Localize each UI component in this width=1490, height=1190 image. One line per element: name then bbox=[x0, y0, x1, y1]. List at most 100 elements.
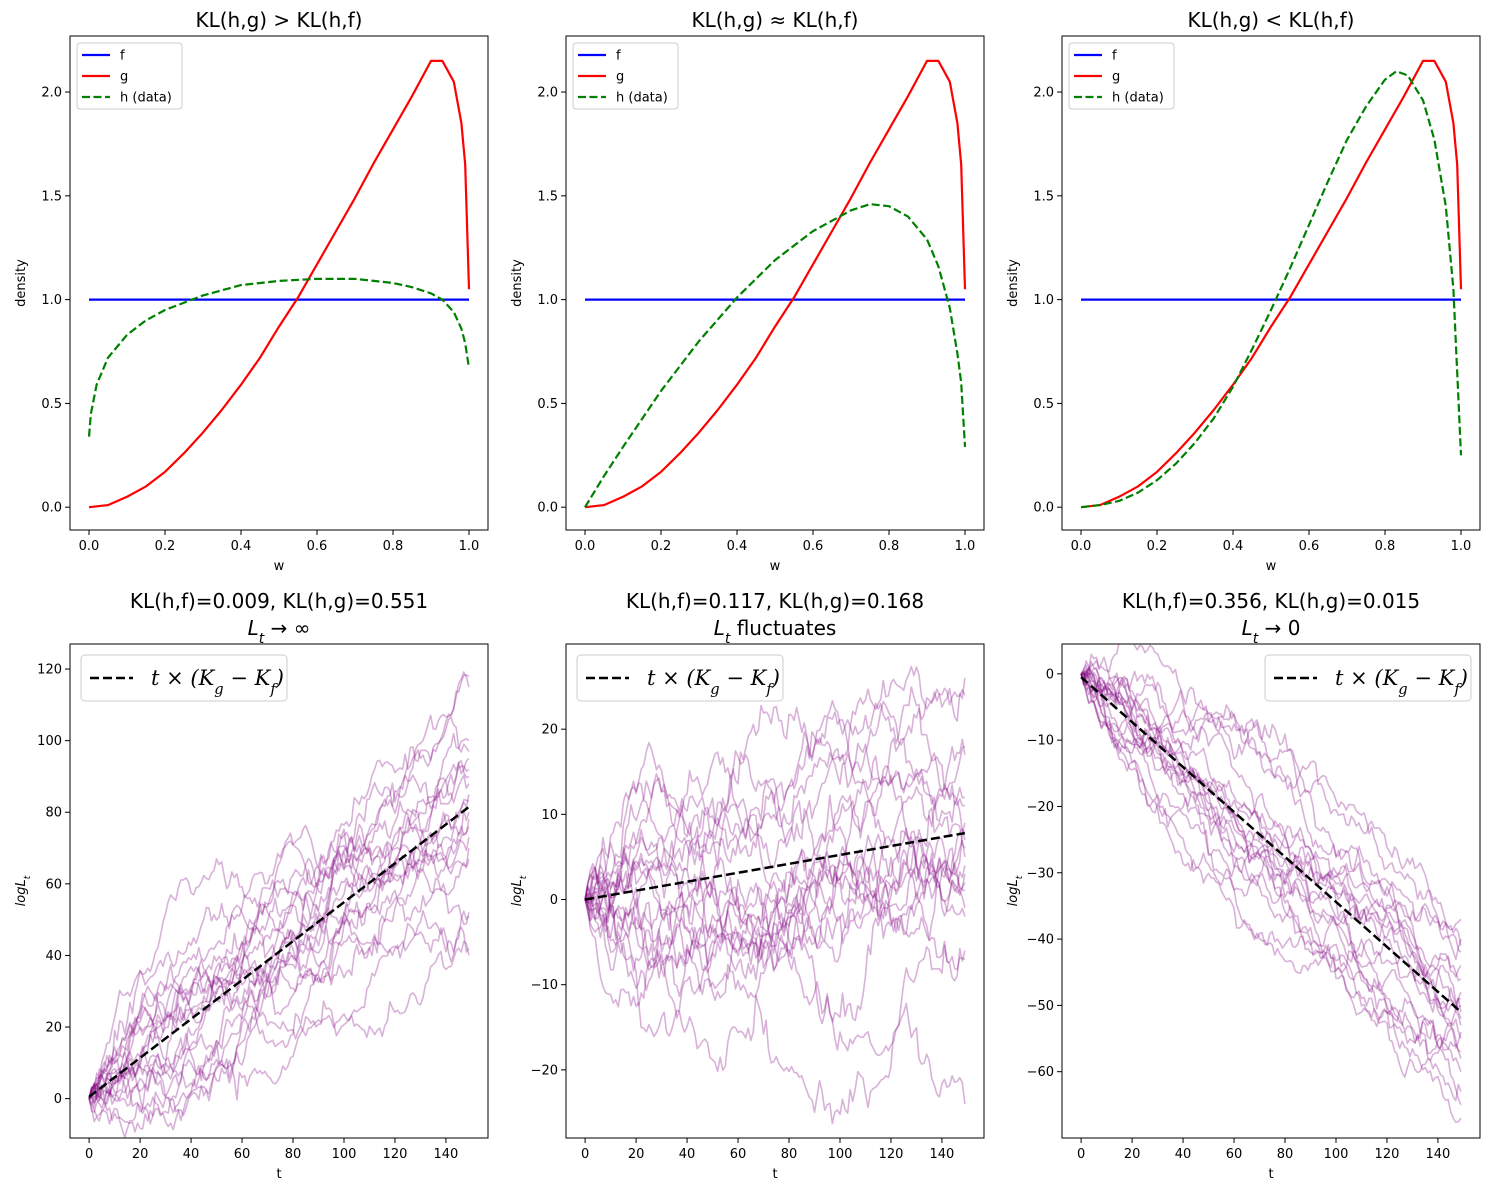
y-tick-label: 2.0 bbox=[537, 86, 558, 101]
y-tick-label: 0 bbox=[1046, 667, 1054, 682]
likelihood-path bbox=[584, 897, 966, 1073]
axes-frame bbox=[565, 643, 985, 1139]
likelihood-path bbox=[88, 809, 470, 1099]
x-tick-label: 80 bbox=[1277, 1147, 1294, 1162]
x-tick-label: 0.2 bbox=[1147, 539, 1168, 554]
x-tick-label: 120 bbox=[383, 1147, 408, 1162]
likelihood-path bbox=[1080, 667, 1462, 1008]
legend-label: t × (Kg − Kf) bbox=[647, 666, 780, 698]
legend: t × (Kg − Kf) bbox=[80, 654, 288, 702]
x-tick-label: 60 bbox=[234, 1147, 251, 1162]
y-axis-label: density bbox=[510, 259, 525, 307]
subplot-4: KL(h,f)=0.009, KL(h,g)=0.551 Lt → ∞ 0 20 40 6… bbox=[14, 589, 489, 1182]
likelihood-path bbox=[1080, 660, 1462, 1078]
subplot-subtitle: Lt → 0 bbox=[1242, 616, 1301, 647]
likelihood-path bbox=[1081, 673, 1461, 1028]
y-tick-label: 0.0 bbox=[41, 501, 62, 516]
likelihood-path bbox=[584, 855, 966, 972]
y-tick-label: 0.5 bbox=[1033, 397, 1054, 412]
legend-label: g bbox=[120, 70, 128, 85]
x-axis-label: w bbox=[770, 559, 781, 574]
y-tick-label: 100 bbox=[37, 734, 62, 749]
likelihood-path bbox=[584, 665, 966, 904]
likelihood-path bbox=[584, 745, 966, 979]
plot-area bbox=[87, 59, 471, 509]
likelihood-path bbox=[88, 826, 470, 1133]
series-line-hdata bbox=[87, 277, 471, 437]
trend-line bbox=[1080, 676, 1462, 1013]
subplot-subtitle: Lt fluctuates bbox=[714, 616, 837, 647]
y-tick-label: 0 bbox=[550, 893, 558, 908]
likelihood-path bbox=[584, 730, 966, 915]
subplot-title: KL(h,f)=0.117, KL(h,g)=0.168 bbox=[626, 589, 924, 613]
legend-label: f bbox=[120, 49, 125, 64]
x-tick-label: 20 bbox=[1124, 1147, 1141, 1162]
series-line-g bbox=[1080, 59, 1463, 509]
likelihood-path bbox=[1081, 672, 1462, 1072]
y-tick-label: 10 bbox=[541, 808, 558, 823]
likelihood-path bbox=[88, 858, 470, 1104]
likelihood-path bbox=[1080, 653, 1462, 1049]
legend-label: h (data) bbox=[120, 91, 172, 106]
legend: fg h (data) bbox=[572, 42, 679, 110]
y-tick-label: 1.0 bbox=[41, 293, 62, 308]
trend-line bbox=[88, 805, 470, 1098]
likelihood-path bbox=[88, 760, 470, 1101]
likelihood-path bbox=[584, 808, 966, 943]
likelihood-path bbox=[88, 716, 470, 1099]
y-tick-label: 80 bbox=[45, 806, 62, 821]
x-tick-label: 60 bbox=[730, 1147, 747, 1162]
y-tick-label: −20 bbox=[1027, 800, 1054, 815]
y-tick-label: −20 bbox=[531, 1063, 558, 1078]
axes-frame bbox=[1061, 643, 1481, 1139]
legend-frame bbox=[76, 42, 183, 110]
likelihood-path bbox=[1080, 644, 1462, 953]
x-tick-label: 100 bbox=[332, 1147, 357, 1162]
subplot-5: KL(h,f)=0.117, KL(h,g)=0.168 Lt fluctuate… bbox=[510, 589, 985, 1182]
y-axis-label: logLt bbox=[510, 875, 529, 906]
x-tick-label: 120 bbox=[879, 1147, 904, 1162]
legend-label: g bbox=[1112, 70, 1120, 85]
x-axis-label: w bbox=[1266, 559, 1277, 574]
y-tick-label: 1.5 bbox=[1033, 189, 1054, 204]
legend-label: f bbox=[616, 49, 621, 64]
y-tick-label: 1.0 bbox=[537, 293, 558, 308]
y-tick-label: 2.0 bbox=[41, 86, 62, 101]
axes-frame bbox=[1061, 35, 1481, 531]
likelihood-path bbox=[1080, 673, 1462, 1039]
y-tick-label: 40 bbox=[45, 949, 62, 964]
likelihood-path bbox=[584, 794, 966, 910]
likelihood-path bbox=[89, 819, 470, 1108]
series-line-hdata bbox=[1080, 70, 1463, 509]
y-tick-label: −30 bbox=[1027, 866, 1054, 881]
y-tick-label: 1.5 bbox=[41, 189, 62, 204]
y-tick-label: 20 bbox=[541, 723, 558, 738]
x-axis-label: w bbox=[274, 559, 285, 574]
x-tick-label: 0.0 bbox=[575, 539, 596, 554]
y-tick-label: −10 bbox=[531, 978, 558, 993]
likelihood-path bbox=[584, 830, 966, 992]
series-line-hdata bbox=[584, 203, 967, 508]
legend-frame bbox=[572, 42, 679, 110]
x-tick-label: 100 bbox=[828, 1147, 853, 1162]
y-tick-label: 0 bbox=[54, 1092, 62, 1107]
x-tick-label: 60 bbox=[1226, 1147, 1243, 1162]
likelihood-path bbox=[1080, 673, 1462, 1018]
subplot-3: KL(h,g) < KL(h,f) 0.0 0.2 0.4 0.6 0.8 1.0 0.0 0.… bbox=[1006, 8, 1481, 574]
likelihood-path bbox=[88, 798, 470, 1104]
y-axis-label: density bbox=[1006, 259, 1021, 307]
y-axis-label: density bbox=[14, 259, 29, 307]
x-axis-label: t bbox=[772, 1167, 777, 1182]
subplot-title: KL(h,g) ≈ KL(h,f) bbox=[691, 8, 858, 32]
subplot-title: KL(h,g) > KL(h,f) bbox=[195, 8, 362, 32]
likelihood-path bbox=[584, 885, 966, 1125]
x-tick-label: 140 bbox=[1426, 1147, 1451, 1162]
legend-frame bbox=[1264, 654, 1472, 702]
plot-area bbox=[584, 665, 966, 1125]
y-tick-label: 1.0 bbox=[1033, 293, 1054, 308]
axes-frame bbox=[69, 643, 489, 1139]
y-tick-label: 1.5 bbox=[537, 189, 558, 204]
likelihood-path bbox=[1080, 669, 1462, 978]
x-tick-label: 0.6 bbox=[803, 539, 824, 554]
